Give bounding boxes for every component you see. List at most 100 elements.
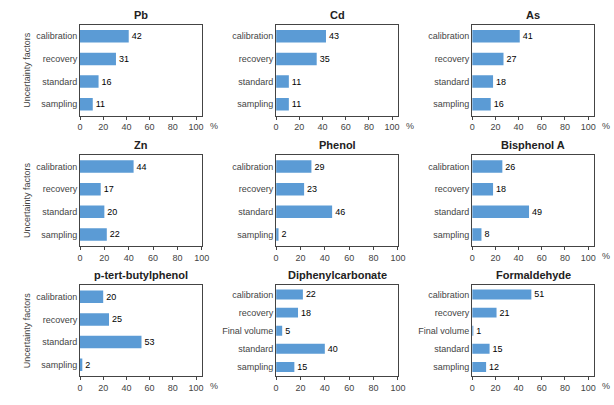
svg-text:31: 31 — [119, 54, 129, 64]
svg-text:%: % — [406, 121, 414, 131]
svg-text:60: 60 — [344, 253, 354, 263]
svg-text:standard: standard — [42, 77, 77, 87]
svg-text:0: 0 — [77, 122, 82, 132]
svg-text:16: 16 — [102, 77, 112, 87]
svg-text:15: 15 — [493, 344, 503, 354]
svg-text:0: 0 — [77, 383, 82, 393]
svg-text:40: 40 — [328, 344, 338, 354]
svg-text:Phenol: Phenol — [319, 139, 356, 151]
svg-text:sampling: sampling — [433, 99, 469, 109]
svg-text:60: 60 — [537, 122, 547, 132]
svg-text:0: 0 — [274, 253, 279, 263]
svg-text:51: 51 — [534, 289, 544, 299]
svg-text:100: 100 — [194, 253, 209, 263]
svg-text:standard: standard — [434, 77, 469, 87]
svg-text:standard: standard — [42, 337, 77, 347]
svg-text:calibration: calibration — [36, 162, 77, 172]
svg-text:43: 43 — [329, 31, 339, 41]
svg-text:0: 0 — [274, 383, 279, 393]
svg-text:calibration: calibration — [428, 31, 469, 41]
svg-text:Final volume: Final volume — [222, 326, 273, 336]
svg-text:20: 20 — [294, 122, 304, 132]
svg-text:18: 18 — [496, 184, 506, 194]
svg-text:0: 0 — [470, 253, 475, 263]
svg-text:40: 40 — [121, 383, 131, 393]
svg-text:60: 60 — [145, 122, 155, 132]
svg-text:%: % — [210, 121, 218, 131]
svg-text:100: 100 — [390, 383, 405, 393]
svg-text:Zn: Zn — [134, 139, 148, 151]
svg-text:60: 60 — [148, 253, 158, 263]
svg-text:sampling: sampling — [237, 362, 273, 372]
svg-text:60: 60 — [341, 122, 351, 132]
svg-text:40: 40 — [514, 122, 524, 132]
svg-text:sampling: sampling — [433, 230, 469, 240]
svg-text:calibration: calibration — [232, 162, 273, 172]
svg-text:22: 22 — [110, 229, 120, 239]
svg-text:46: 46 — [335, 207, 345, 217]
svg-text:100: 100 — [581, 383, 596, 393]
svg-text:40: 40 — [320, 253, 330, 263]
svg-text:60: 60 — [537, 383, 547, 393]
svg-text:22: 22 — [306, 289, 316, 299]
svg-text:100: 100 — [581, 122, 596, 132]
svg-text:sampling: sampling — [41, 360, 77, 370]
svg-text:100: 100 — [385, 122, 400, 132]
svg-text:Final volume: Final volume — [418, 326, 469, 336]
svg-text:sampling: sampling — [41, 230, 77, 240]
svg-text:%: % — [602, 251, 610, 261]
svg-text:20: 20 — [490, 383, 500, 393]
svg-text:calibration: calibration — [428, 162, 469, 172]
svg-text:80: 80 — [172, 253, 182, 263]
svg-text:53: 53 — [144, 337, 154, 347]
svg-text:standard: standard — [434, 344, 469, 354]
svg-text:80: 80 — [168, 122, 178, 132]
svg-text:60: 60 — [537, 253, 547, 263]
svg-text:recovery: recovery — [435, 308, 470, 318]
svg-text:As: As — [526, 9, 540, 21]
svg-text:12: 12 — [489, 362, 499, 372]
svg-text:20: 20 — [98, 122, 108, 132]
svg-text:recovery: recovery — [43, 184, 78, 194]
svg-text:sampling: sampling — [433, 362, 469, 372]
svg-text:p-tert-butylphenol: p-tert-butylphenol — [94, 269, 188, 281]
svg-text:calibration: calibration — [36, 31, 77, 41]
svg-text:calibration: calibration — [232, 31, 273, 41]
svg-text:60: 60 — [145, 383, 155, 393]
svg-text:25: 25 — [112, 314, 122, 324]
svg-text:%: % — [602, 381, 610, 391]
svg-text:23: 23 — [307, 184, 317, 194]
svg-text:Pb: Pb — [134, 9, 148, 21]
svg-text:standard: standard — [238, 344, 273, 354]
svg-text:sampling: sampling — [237, 230, 273, 240]
svg-text:sampling: sampling — [237, 99, 273, 109]
svg-text:20: 20 — [99, 253, 109, 263]
svg-text:20: 20 — [490, 122, 500, 132]
svg-text:standard: standard — [238, 77, 273, 87]
svg-text:44: 44 — [137, 162, 147, 172]
svg-text:%: % — [210, 381, 218, 391]
svg-text:recovery: recovery — [239, 54, 274, 64]
svg-text:0: 0 — [470, 383, 475, 393]
svg-text:15: 15 — [297, 362, 307, 372]
svg-text:49: 49 — [532, 207, 542, 217]
svg-text:26: 26 — [505, 162, 515, 172]
svg-text:recovery: recovery — [435, 184, 470, 194]
svg-text:Bisphenol A: Bisphenol A — [501, 139, 565, 151]
svg-text:recovery: recovery — [435, 54, 470, 64]
svg-text:80: 80 — [168, 383, 178, 393]
svg-text:standard: standard — [434, 207, 469, 217]
svg-text:11: 11 — [292, 77, 301, 87]
svg-text:16: 16 — [494, 99, 504, 109]
svg-text:80: 80 — [364, 122, 374, 132]
svg-text:Diphenylcarbonate: Diphenylcarbonate — [288, 269, 387, 281]
svg-text:80: 80 — [369, 383, 379, 393]
svg-text:21: 21 — [500, 308, 510, 318]
svg-text:20: 20 — [106, 292, 116, 302]
svg-text:0: 0 — [274, 122, 279, 132]
svg-text:1: 1 — [476, 326, 481, 336]
svg-text:standard: standard — [42, 207, 77, 217]
svg-text:41: 41 — [523, 31, 533, 41]
svg-text:17: 17 — [104, 184, 114, 194]
svg-text:20: 20 — [295, 253, 305, 263]
